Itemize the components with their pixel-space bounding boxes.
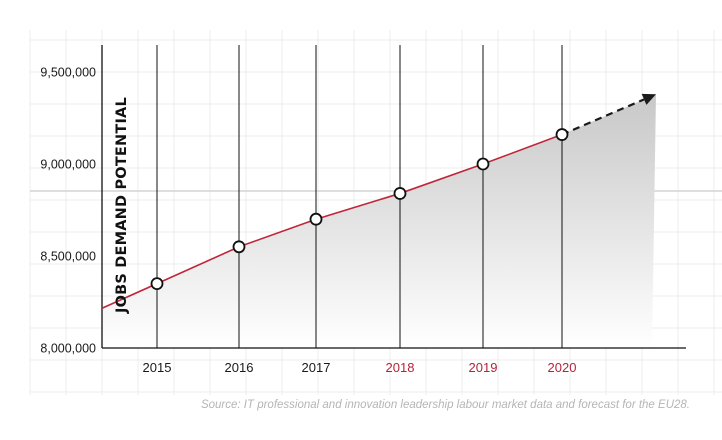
x-tick-labels: 2015 2016 2017 2018 2019 2020 bbox=[143, 360, 577, 375]
data-point-2020 bbox=[555, 128, 569, 141]
trend-arrow bbox=[561, 93, 656, 136]
data-point-2015 bbox=[150, 277, 164, 291]
x-tick-label-2017: 2017 bbox=[302, 360, 331, 375]
source-note: Source: IT professional and innovation l… bbox=[201, 399, 690, 411]
y-tick-label: 9,000,000 bbox=[40, 158, 96, 172]
y-tick-labels: 8,000,000 8,500,000 9,000,000 9,500,000 bbox=[40, 66, 96, 356]
x-tick-label-2019: 2019 bbox=[469, 360, 498, 375]
trend-dash bbox=[561, 98, 645, 136]
trend-arrowhead bbox=[641, 93, 656, 105]
y-tick-label: 8,000,000 bbox=[40, 342, 96, 356]
y-tick-label: 8,500,000 bbox=[40, 250, 96, 264]
x-tick-label-2015: 2015 bbox=[143, 360, 172, 375]
y-tick-label: 9,500,000 bbox=[40, 66, 96, 80]
data-points bbox=[150, 128, 569, 291]
y-axis-label: JOBS DEMAND POTENTIAL bbox=[114, 97, 130, 314]
data-point-2016 bbox=[232, 240, 246, 254]
x-tick-label-2020: 2020 bbox=[548, 360, 577, 375]
area-fill bbox=[102, 94, 656, 349]
data-point-2018 bbox=[393, 187, 407, 200]
axes bbox=[101, 45, 686, 349]
x-tick-label-2018: 2018 bbox=[386, 360, 415, 375]
data-point-2017 bbox=[309, 212, 323, 226]
x-tick-label-2016: 2016 bbox=[225, 360, 254, 375]
data-point-2019 bbox=[476, 157, 490, 171]
